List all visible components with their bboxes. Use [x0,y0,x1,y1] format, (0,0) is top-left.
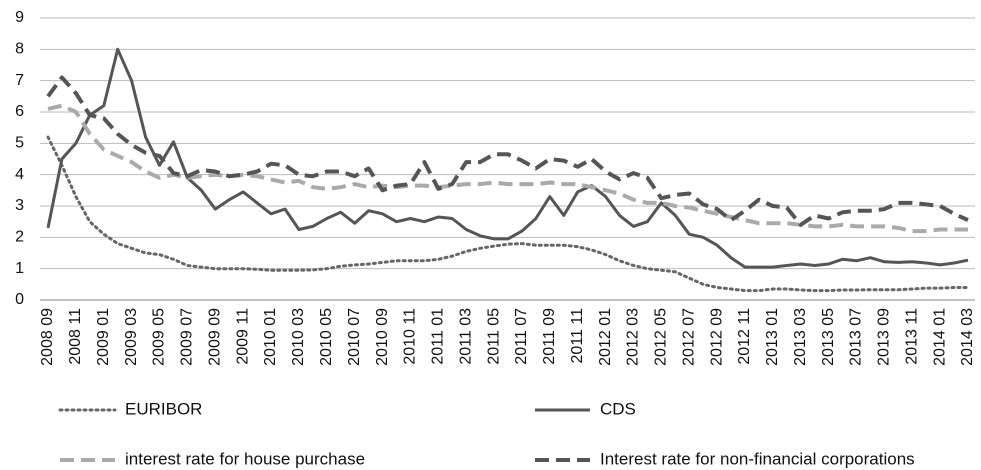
x-tick-label: 2011 01 [430,308,447,365]
y-tick-label: 2 [15,229,24,246]
x-tick-label: 2013 07 [848,308,865,366]
legend-label: Interest rate for non-financial corporat… [600,449,915,468]
x-tick-label: 2010 01 [262,308,279,366]
x-tick-label: 2012 03 [625,308,642,366]
y-tick-label: 8 [15,41,24,58]
x-tick-label: 2009 01 [95,308,112,366]
x-tick-label: 2012 01 [597,308,614,366]
y-tick-label: 3 [15,197,24,214]
x-tick-label: 2011 11 [569,308,586,364]
x-tick-label: 2012 05 [653,308,670,366]
x-tick-label: 2012 07 [680,308,697,366]
x-tick-label: 2009 11 [234,308,251,365]
x-tick-label: 2012 09 [708,308,725,366]
x-tick-label: 2013 01 [764,308,781,366]
x-tick-label: 2011 05 [485,308,502,365]
x-tick-label: 2009 03 [123,308,140,366]
y-tick-label: 6 [15,103,24,120]
series-line [46,135,970,293]
x-tick-label: 2010 07 [346,308,363,366]
x-tick-label: 2014 03 [959,308,976,366]
x-tick-label: 2009 05 [151,308,168,366]
legend-label: interest rate for house purchase [125,449,365,468]
legend-label: EURIBOR [125,399,202,418]
series-line [47,103,968,234]
x-tick-label: 2013 11 [903,308,920,365]
series-line [46,47,969,269]
x-tick-label: 2010 05 [318,308,335,366]
x-tick-label: 2011 07 [513,308,530,365]
x-tick-label: 2013 05 [820,308,837,366]
x-tick-label: 2008 11 [67,308,84,365]
x-tick-label: 2014 01 [931,308,948,366]
x-tick-label: 2008 09 [39,308,56,366]
x-tick-label: 2010 03 [290,308,307,366]
x-tick-label: 2009 07 [179,308,196,366]
y-tick-label: 9 [15,9,24,26]
legend: EURIBOR CDS interest rate for house purcha… [58,399,915,468]
y-tick-label: 1 [15,260,24,277]
x-tick-label: 2013 03 [792,308,809,366]
x-tick-label: 2009 09 [206,308,223,366]
y-tick-label: 0 [15,291,24,308]
x-tick-label: 2010 11 [402,308,419,365]
x-tick-label: 2010 09 [374,308,391,366]
y-tick-label: 4 [15,166,24,183]
x-tick-label: 2011 09 [541,308,558,365]
legend-label: CDS [600,399,636,418]
y-tick-label: 5 [15,135,24,152]
x-tick-label: 2011 03 [457,308,474,365]
x-tick-label: 2013 09 [876,308,893,366]
x-tick-label: 2012 11 [736,308,753,365]
series-line [46,75,969,227]
y-tick-label: 7 [15,72,24,89]
